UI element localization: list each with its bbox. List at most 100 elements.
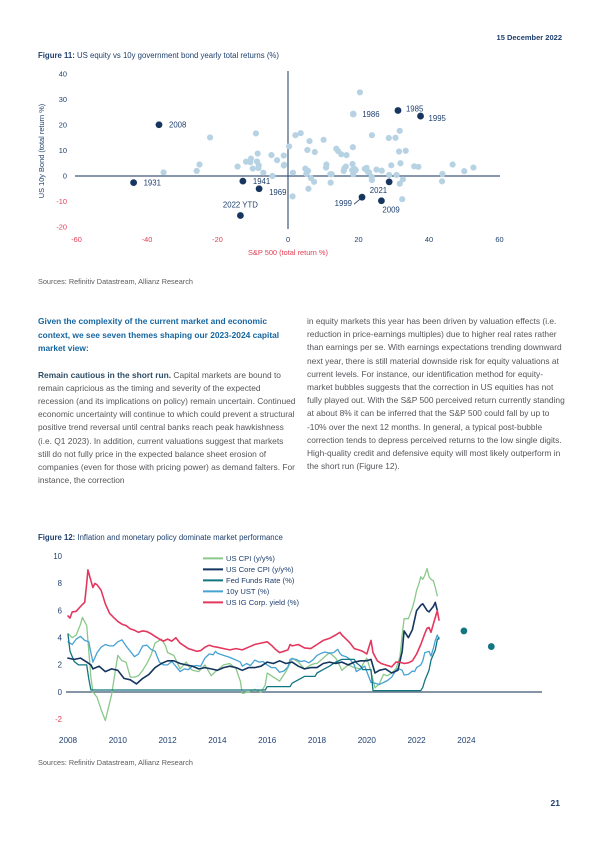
scatter-point	[254, 150, 261, 157]
scatter-point	[196, 161, 203, 168]
scatter-point-labeled	[155, 121, 163, 129]
x-tick-label: -60	[71, 235, 82, 244]
scatter-point	[349, 160, 356, 168]
y-tick-label: 0	[58, 688, 63, 697]
scatter-point	[160, 169, 167, 176]
x-tick-label: 0	[286, 235, 290, 244]
scatter-point	[268, 151, 275, 159]
scatter-point	[388, 162, 395, 169]
scatter-point-labeled	[255, 185, 263, 193]
scatter-point	[327, 171, 334, 178]
legend-label: 10y UST (%)	[226, 587, 270, 596]
scatter-point	[307, 174, 315, 182]
point-label: 1941	[253, 177, 270, 186]
scatter-point-labeled	[358, 193, 366, 201]
scatter-point	[361, 165, 368, 172]
text-column-right: in equity markets this year has been dri…	[307, 315, 565, 473]
text-column-left: Given the complexity of the current mark…	[38, 315, 296, 487]
scatter-point	[368, 132, 375, 139]
y-tick-label: 20	[59, 121, 67, 130]
y-tick-label: 2	[58, 661, 62, 670]
figure11-caption-text: US equity vs 10y government bond yearly …	[74, 51, 279, 60]
scatter-point	[327, 179, 334, 186]
scatter-point	[399, 196, 406, 203]
series-line-1	[67, 567, 438, 722]
scatter-point	[341, 165, 348, 172]
page-number: 21	[550, 798, 560, 808]
scatter-point-labeled	[237, 212, 244, 219]
x-tick-label: 2020	[358, 736, 377, 745]
x-tick-label: 2012	[158, 736, 177, 745]
legend-label: US Core CPI (y/y%)	[226, 565, 294, 574]
scatter-point	[320, 136, 327, 143]
x-tick-label: 2016	[258, 736, 277, 745]
y-tick-label: 10	[53, 552, 62, 561]
point-label: 2021	[370, 186, 387, 195]
paragraph-right: in equity markets this year has been dri…	[307, 316, 565, 472]
scatter-point	[255, 164, 262, 172]
y-tick-label: 8	[58, 579, 62, 588]
point-label: 1985	[406, 104, 424, 113]
scatter-point	[396, 127, 403, 134]
scatter-point	[269, 172, 276, 180]
point-label: 2022 YTD	[223, 201, 258, 210]
scatter-point	[242, 158, 250, 165]
legend-label: US IG Corp. yield (%)	[226, 598, 299, 607]
scatter-point	[356, 89, 364, 96]
report-date: 15 December 2022	[496, 33, 562, 42]
y-tick-label: 40	[59, 70, 67, 79]
figure12-chart: 2008 2010 2012 2014 2016 2018 2020 2022 2024 10 8 6…	[30, 546, 590, 761]
scatter-point	[306, 137, 313, 145]
scatter-point	[343, 151, 350, 159]
scatter-point	[438, 178, 446, 185]
figure12-sources: Sources: Refinitiv Datastream, Allianz R…	[38, 758, 193, 767]
scatter-point	[338, 151, 345, 158]
x-tick-label: 2010	[109, 736, 128, 745]
scatter-point-labeled	[130, 179, 138, 187]
scatter-point	[323, 161, 330, 168]
scatter-point	[289, 193, 296, 200]
scatter-point	[297, 130, 304, 137]
scatter-point-labeled	[394, 107, 402, 114]
figure12-caption: Figure 12: Inflation and monetary policy…	[38, 533, 283, 542]
x-tick-label: -40	[142, 235, 153, 244]
series-line-4	[67, 634, 440, 686]
scatter-point	[392, 134, 399, 141]
scatter-point	[285, 143, 293, 150]
scatter-point	[449, 161, 456, 168]
x-tick-label: 2022	[407, 736, 426, 745]
scatter-point	[305, 185, 312, 192]
scatter-point	[415, 163, 422, 170]
figure11-caption-prefix: Figure 11:	[38, 51, 75, 60]
scatter-point	[206, 134, 214, 141]
fig12-plot: 2008 2010 2012 2014 2016 2018 2020 2022 2024 10 8 6…	[53, 552, 542, 745]
x-axis-title: S&P 500 (total return %)	[248, 248, 328, 257]
y-tick-label: 10	[59, 146, 67, 155]
scatter-point	[385, 134, 392, 142]
figure11-sources: Sources: Refinitiv Datastream, Allianz R…	[38, 277, 193, 286]
point-label: 1999	[335, 199, 352, 208]
y-axis-title: US 10y Bond (total return %)	[37, 104, 46, 198]
forecast-dot	[487, 643, 495, 650]
scatter-point	[396, 180, 403, 187]
forecast-dot	[460, 627, 468, 635]
point-label: 2008	[169, 121, 186, 130]
section-heading: Given the complexity of the current mark…	[38, 316, 280, 353]
scatter-point	[395, 148, 403, 155]
point-label: 1969	[269, 188, 286, 197]
scatter-point	[333, 145, 340, 152]
scatter-point	[368, 176, 375, 184]
paragraph-left-text: Capital markets are bound to remain capr…	[38, 369, 296, 486]
y-tick-label: -20	[56, 223, 67, 232]
paragraph-lead: Remain cautious in the short run.	[38, 369, 172, 380]
paragraph-left: Remain cautious in the short run. Capita…	[38, 369, 296, 488]
scatter-point	[249, 165, 256, 172]
scatter-point	[273, 157, 281, 164]
y-tick-label: 30	[59, 95, 67, 104]
y-tick-label: -2	[55, 715, 62, 724]
scatter-point	[311, 148, 318, 156]
scatter-point-labeled	[378, 197, 385, 205]
legend-label: Fed Funds Rate (%)	[226, 576, 295, 585]
x-tick-label: 20	[354, 235, 362, 244]
x-tick-label: 2014	[208, 736, 227, 745]
